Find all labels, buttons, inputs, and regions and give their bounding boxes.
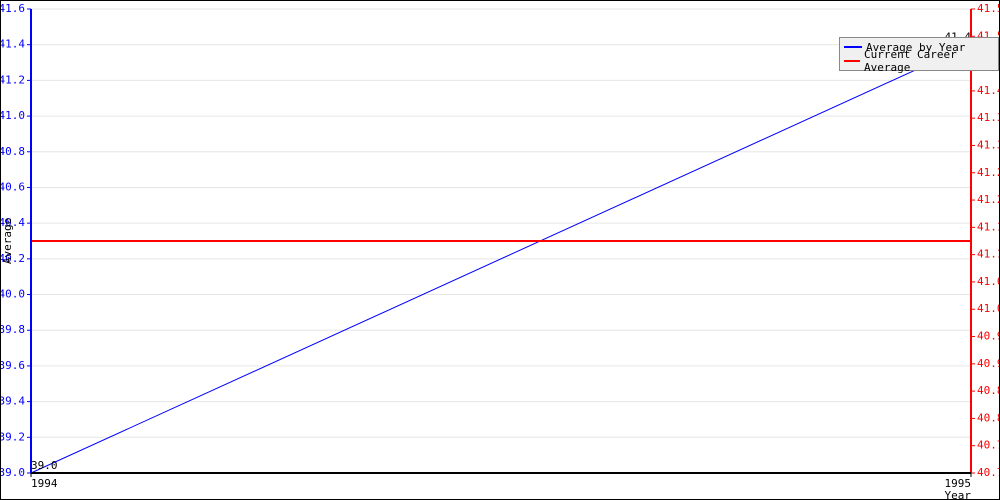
chart-container: 39.041.439.039.239.439.639.840.040.240.4… <box>0 0 1000 500</box>
y-right-tick-label: 40.85 <box>977 384 999 397</box>
y-right-tick-label: 41.25 <box>977 166 999 179</box>
y-right-tick-label: 41.05 <box>977 275 999 288</box>
legend: Average by YearCurrent Career Average <box>839 37 999 71</box>
y-left-tick-label: 41.6 <box>1 2 25 15</box>
y-left-tick-label: 39.8 <box>1 323 25 336</box>
y-right-tick-label: 41.15 <box>977 220 999 233</box>
y-left-tick-label: 39.4 <box>1 395 25 408</box>
legend-swatch <box>844 60 860 62</box>
y-right-tick-label: 41.10 <box>977 248 999 261</box>
y-left-tick-label: 41.2 <box>1 73 25 86</box>
x-axis-label: Year <box>945 489 972 499</box>
y-left-tick-label: 40.6 <box>1 180 25 193</box>
y-right-tick-label: 41.55 <box>977 2 999 15</box>
legend-label: Current Career Average <box>864 48 994 74</box>
y-left-tick-label: 39.2 <box>1 430 25 443</box>
y-right-tick-label: 41.30 <box>977 138 999 151</box>
y-left-tick-label: 41.4 <box>1 38 25 51</box>
y-right-tick-label: 41.40 <box>977 84 999 97</box>
chart-svg: 39.041.439.039.239.439.639.840.040.240.4… <box>1 1 999 499</box>
y-left-tick-label: 40.8 <box>1 145 25 158</box>
y-left-tick-label: 39.6 <box>1 359 25 372</box>
x-tick-label: 1994 <box>31 477 58 490</box>
point-label: 39.0 <box>31 459 58 472</box>
legend-item: Current Career Average <box>844 54 994 68</box>
y-right-tick-label: 41.20 <box>977 193 999 206</box>
y-left-tick-label: 41.0 <box>1 109 25 122</box>
y-left-label: Average <box>1 218 14 264</box>
y-right-tick-label: 41.00 <box>977 302 999 315</box>
y-left-tick-label: 39.0 <box>1 466 25 479</box>
y-right-tick-label: 40.70 <box>977 466 999 479</box>
y-right-tick-label: 40.90 <box>977 357 999 370</box>
y-right-tick-label: 40.75 <box>977 439 999 452</box>
y-right-tick-label: 40.95 <box>977 330 999 343</box>
y-right-tick-label: 40.80 <box>977 411 999 424</box>
y-left-tick-label: 40.0 <box>1 288 25 301</box>
y-right-tick-label: 41.35 <box>977 111 999 124</box>
legend-swatch <box>844 46 862 48</box>
